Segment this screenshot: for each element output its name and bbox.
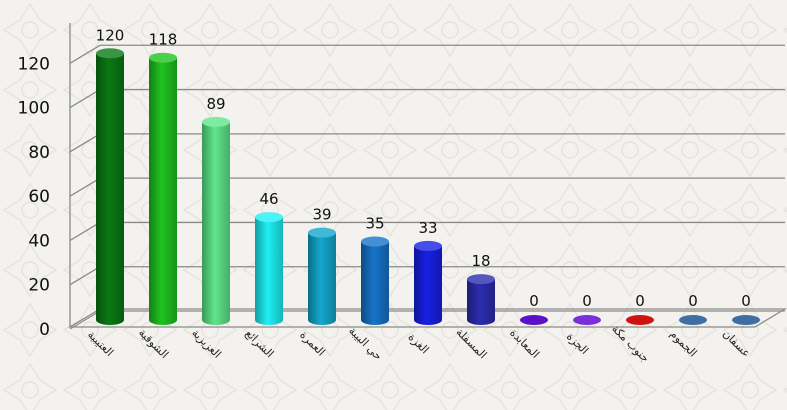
- bars: [96, 48, 760, 326]
- bar: [679, 315, 707, 325]
- data-label: 89: [206, 95, 225, 113]
- data-label: 18: [471, 252, 490, 270]
- bar: [732, 315, 760, 325]
- data-label: 0: [635, 292, 645, 310]
- gridline-side: [69, 44, 101, 64]
- bar: [414, 240, 442, 325]
- bar: [149, 52, 177, 325]
- gridline-side: [69, 266, 101, 286]
- y-tick-label: 60: [28, 187, 50, 207]
- bar: [361, 236, 389, 325]
- data-label: 0: [741, 292, 751, 310]
- y-tick-label: 20: [28, 276, 50, 296]
- data-label: 39: [312, 206, 331, 224]
- bar: [255, 212, 283, 325]
- gridline-side: [69, 310, 101, 330]
- data-label: 118: [149, 31, 178, 49]
- axes: [67, 23, 787, 328]
- y-tick-label: 40: [28, 231, 50, 251]
- y-axis-ticks: 0 20 40 60 80 100 120: [18, 54, 50, 340]
- bar: [202, 116, 230, 325]
- data-label: 33: [418, 219, 437, 237]
- y-tick-label: 80: [28, 143, 50, 163]
- gridline-side: [69, 133, 101, 153]
- y-tick-label: 0: [39, 320, 50, 340]
- chart-floor: [67, 308, 787, 328]
- data-label: 0: [529, 292, 539, 310]
- gridline-side: [69, 89, 101, 109]
- y-tick-label: 100: [18, 99, 50, 119]
- bar: [467, 274, 495, 325]
- bar: [96, 48, 124, 326]
- gridline-side: [69, 177, 101, 197]
- data-labels: 120 118 89 46 39 35 33 18 0 0 0 0 0: [96, 26, 751, 310]
- data-label: 120: [96, 26, 125, 44]
- bar: [520, 315, 548, 325]
- data-label: 0: [582, 292, 592, 310]
- y-tick-label: 120: [18, 54, 50, 74]
- data-label: 46: [259, 190, 278, 208]
- bar: [626, 315, 654, 325]
- gridline-side: [69, 221, 101, 241]
- data-label: 0: [688, 292, 698, 310]
- bar: [573, 315, 601, 325]
- data-label: 35: [365, 215, 384, 233]
- bar: [308, 227, 336, 325]
